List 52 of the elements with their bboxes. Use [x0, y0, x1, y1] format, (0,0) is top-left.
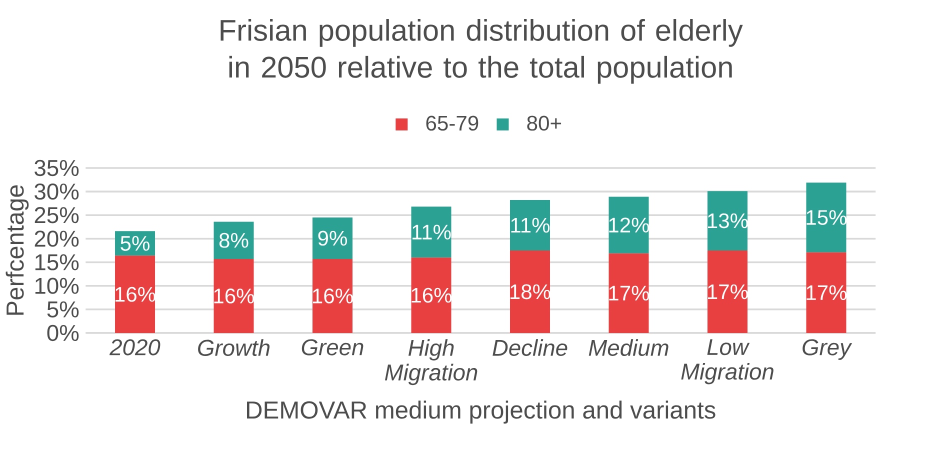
data-label: 18%: [510, 284, 550, 300]
y-tick-label: 25%: [34, 207, 79, 224]
data-label: 17%: [609, 286, 650, 301]
x-tick-label: Grey: [802, 339, 852, 360]
data-label: 8%: [219, 232, 248, 248]
data-label: 17%: [708, 284, 748, 300]
y-tick-label: 0%: [47, 324, 79, 342]
x-tick-label: Green: [302, 339, 364, 356]
bar: [312, 258, 353, 333]
y-tick-label: 10%: [35, 278, 79, 294]
chart-title: Frisian population distribution of elderly in 2050 relative to the total population: [220, 19, 743, 84]
data-label: 11%: [412, 224, 451, 240]
bar: [608, 253, 649, 333]
legend-label: 80+: [527, 116, 562, 131]
data-label: 11%: [511, 218, 550, 233]
y-tick-label: 20%: [34, 230, 79, 247]
data-label: 15%: [806, 210, 847, 225]
x-tick-label: Decline: [492, 339, 568, 356]
bar: [411, 258, 452, 333]
bar: [312, 217, 353, 259]
bar: [214, 222, 254, 259]
data-label: 16%: [412, 288, 452, 303]
bar: [411, 206, 452, 258]
bar: [608, 196, 649, 254]
x-tick-label: Low Migration: [681, 339, 774, 384]
y-axis-title: Perfcentage: [6, 185, 29, 315]
y-tick-label: 5%: [47, 301, 79, 318]
x-tick-label: Growth: [198, 339, 270, 356]
data-label: 13%: [708, 213, 748, 228]
bar: [806, 252, 846, 333]
data-label: 16%: [214, 288, 254, 304]
data-label: 16%: [116, 286, 156, 302]
data-label: 16%: [313, 288, 353, 304]
x-tick-label: High Migration: [384, 339, 478, 386]
bar: [510, 250, 550, 333]
bar: [214, 258, 254, 333]
y-tick-label: 15%: [35, 254, 79, 270]
bar: [115, 256, 156, 333]
data-label: 9%: [318, 230, 347, 246]
bar: [806, 182, 846, 252]
bar: [707, 191, 748, 250]
x-tick-label: Medium: [588, 339, 668, 356]
data-label: 5%: [120, 236, 150, 251]
y-tick-label: 35%: [34, 160, 79, 176]
x-tick-label: 2020: [109, 339, 160, 356]
bar: [707, 250, 748, 333]
data-label: 17%: [806, 285, 847, 300]
x-axis-title: DEMOVAR medium projection and variants: [247, 400, 716, 424]
bar: [510, 200, 550, 250]
data-label: 12%: [609, 218, 650, 232]
legend-label: 65-79: [426, 116, 478, 131]
y-tick-label: 30%: [34, 183, 79, 200]
